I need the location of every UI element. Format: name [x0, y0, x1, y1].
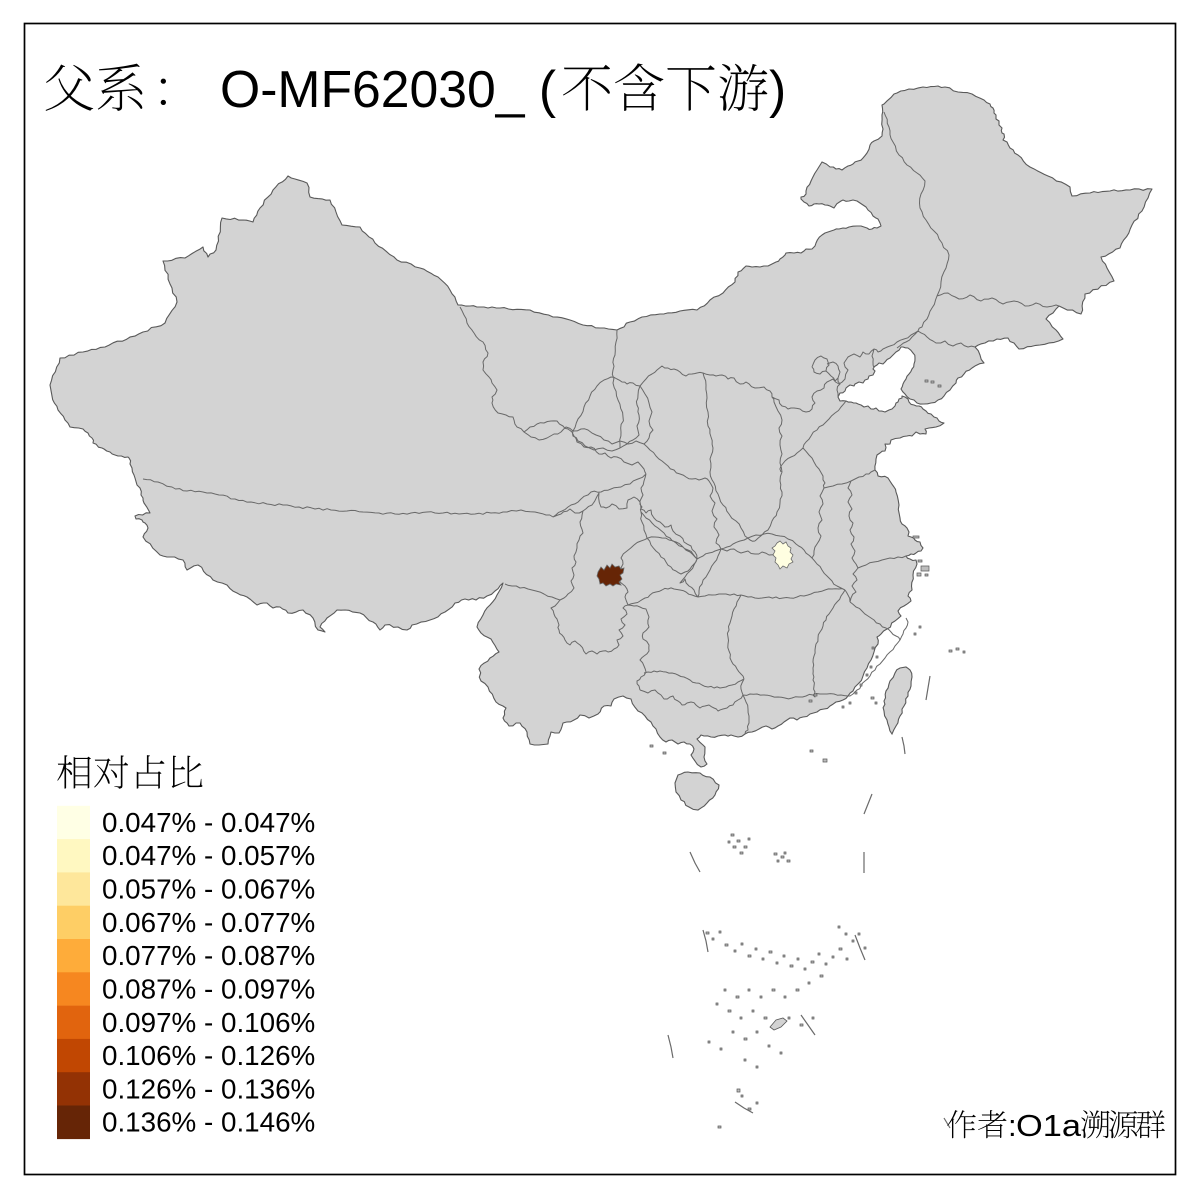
svg-text:0.057% - 0.067%: 0.057% - 0.067%	[102, 874, 315, 905]
svg-text:0.087% - 0.097%: 0.087% - 0.097%	[102, 973, 315, 1004]
svg-text:O1a: O1a	[1016, 1108, 1082, 1143]
svg-text:0.126% - 0.136%: 0.126% - 0.136%	[102, 1073, 315, 1104]
svg-text::: :	[1008, 1108, 1017, 1143]
svg-text:0.077% - 0.087%: 0.077% - 0.087%	[102, 940, 315, 971]
svg-text:0.136% - 0.146%: 0.136% - 0.146%	[102, 1107, 315, 1138]
svg-text:0.067% - 0.077%: 0.067% - 0.077%	[102, 907, 315, 938]
svg-text:0.106% - 0.126%: 0.106% - 0.126%	[102, 1040, 315, 1071]
svg-text:0.047% - 0.047%: 0.047% - 0.047%	[102, 807, 315, 838]
svg-text:0.097% - 0.106%: 0.097% - 0.106%	[102, 1007, 315, 1038]
svg-text:0.047% - 0.057%: 0.047% - 0.057%	[102, 840, 315, 871]
svg-text:O-MF62030_ (: O-MF62030_ (	[220, 60, 556, 118]
svg-text:): )	[769, 60, 786, 118]
